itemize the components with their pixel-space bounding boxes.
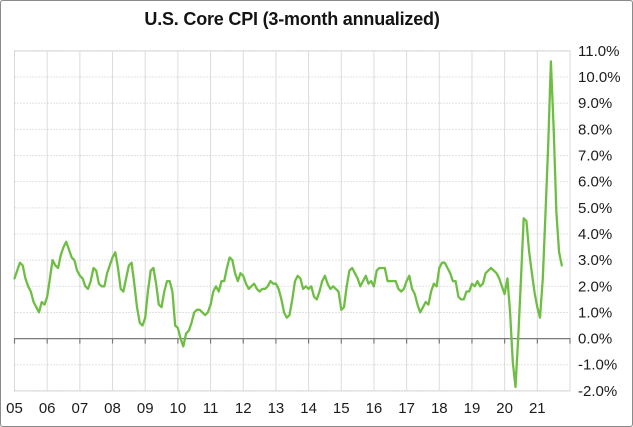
x-tick-label: 14 <box>300 400 317 417</box>
x-tick-label: 11 <box>203 400 219 417</box>
cpi-series-line <box>13 60 563 389</box>
x-tick-label: 19 <box>464 400 481 417</box>
y-tick-label: 11.0% <box>578 43 619 60</box>
x-tick-label: 12 <box>235 400 252 417</box>
x-tick-label: 16 <box>366 400 383 417</box>
y-tick-label: -2.0% <box>578 383 617 400</box>
x-tick-label: 18 <box>431 400 448 417</box>
y-tick-label: 6.0% <box>578 174 612 191</box>
x-tick-label: 08 <box>104 400 121 417</box>
x-tick-label: 20 <box>496 400 513 417</box>
y-tick-label: 5.0% <box>578 200 612 217</box>
y-tick-label: 3.0% <box>578 252 612 269</box>
x-tick-label: 21 <box>529 400 546 417</box>
x-tick-label: 15 <box>333 400 350 417</box>
x-tick-label: 13 <box>268 400 285 417</box>
y-tick-label: 8.0% <box>578 121 612 138</box>
plot-area-border <box>14 50 571 392</box>
x-tick-label: 05 <box>6 400 23 417</box>
y-tick-label: 4.0% <box>578 226 612 243</box>
x-tick-label: 07 <box>72 400 89 417</box>
y-tick-label: 1.0% <box>578 304 612 321</box>
y-tick-label: 9.0% <box>578 95 612 112</box>
y-tick-label: -1.0% <box>578 357 617 374</box>
y-tick-label: 2.0% <box>578 278 612 295</box>
y-tick-label: 7.0% <box>578 148 612 165</box>
y-tick-label: 10.0% <box>578 69 621 86</box>
x-tick-label: 10 <box>170 400 187 417</box>
x-tick-label: 06 <box>39 400 56 417</box>
y-tick-label: 0.0% <box>578 331 612 348</box>
x-tick-label: 17 <box>398 400 415 417</box>
x-tick-label: 09 <box>137 400 154 417</box>
chart-title: U.S. Core CPI (3-month annualized) <box>144 9 440 29</box>
